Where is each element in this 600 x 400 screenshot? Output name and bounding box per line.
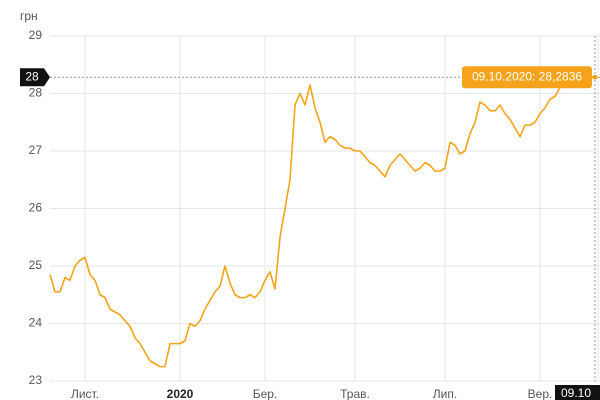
y-tick-label: 29	[29, 28, 43, 42]
last-point	[592, 74, 598, 80]
line	[49, 75, 596, 368]
y-axis-unit: грн	[20, 9, 38, 23]
x-tick-label: Вер.	[528, 387, 553, 400]
crosshair-x-label: 09.10	[561, 386, 591, 400]
y-tick-label: 26	[29, 201, 43, 215]
x-tick-label: Бер.	[253, 387, 278, 400]
x-tick-label: Трав.	[340, 387, 370, 400]
y-tick-label: 27	[29, 143, 43, 157]
x-tick-label: Лип.	[433, 387, 457, 400]
crosshair-x-box	[555, 385, 600, 400]
crosshair-y-box	[20, 68, 50, 87]
crosshair-y-label: 28	[25, 69, 39, 83]
tooltip-text: 09.10.2020: 28,2836	[472, 69, 582, 83]
y-tick-label: 23	[29, 373, 43, 387]
y-tick-label: 28	[29, 86, 43, 100]
y-tick-label: 25	[29, 258, 43, 272]
x-tick-label: 2020	[167, 387, 194, 400]
y-tick-label: 24	[29, 316, 43, 330]
tooltip-box	[462, 66, 592, 89]
x-tick-label: Лист.	[71, 387, 99, 400]
